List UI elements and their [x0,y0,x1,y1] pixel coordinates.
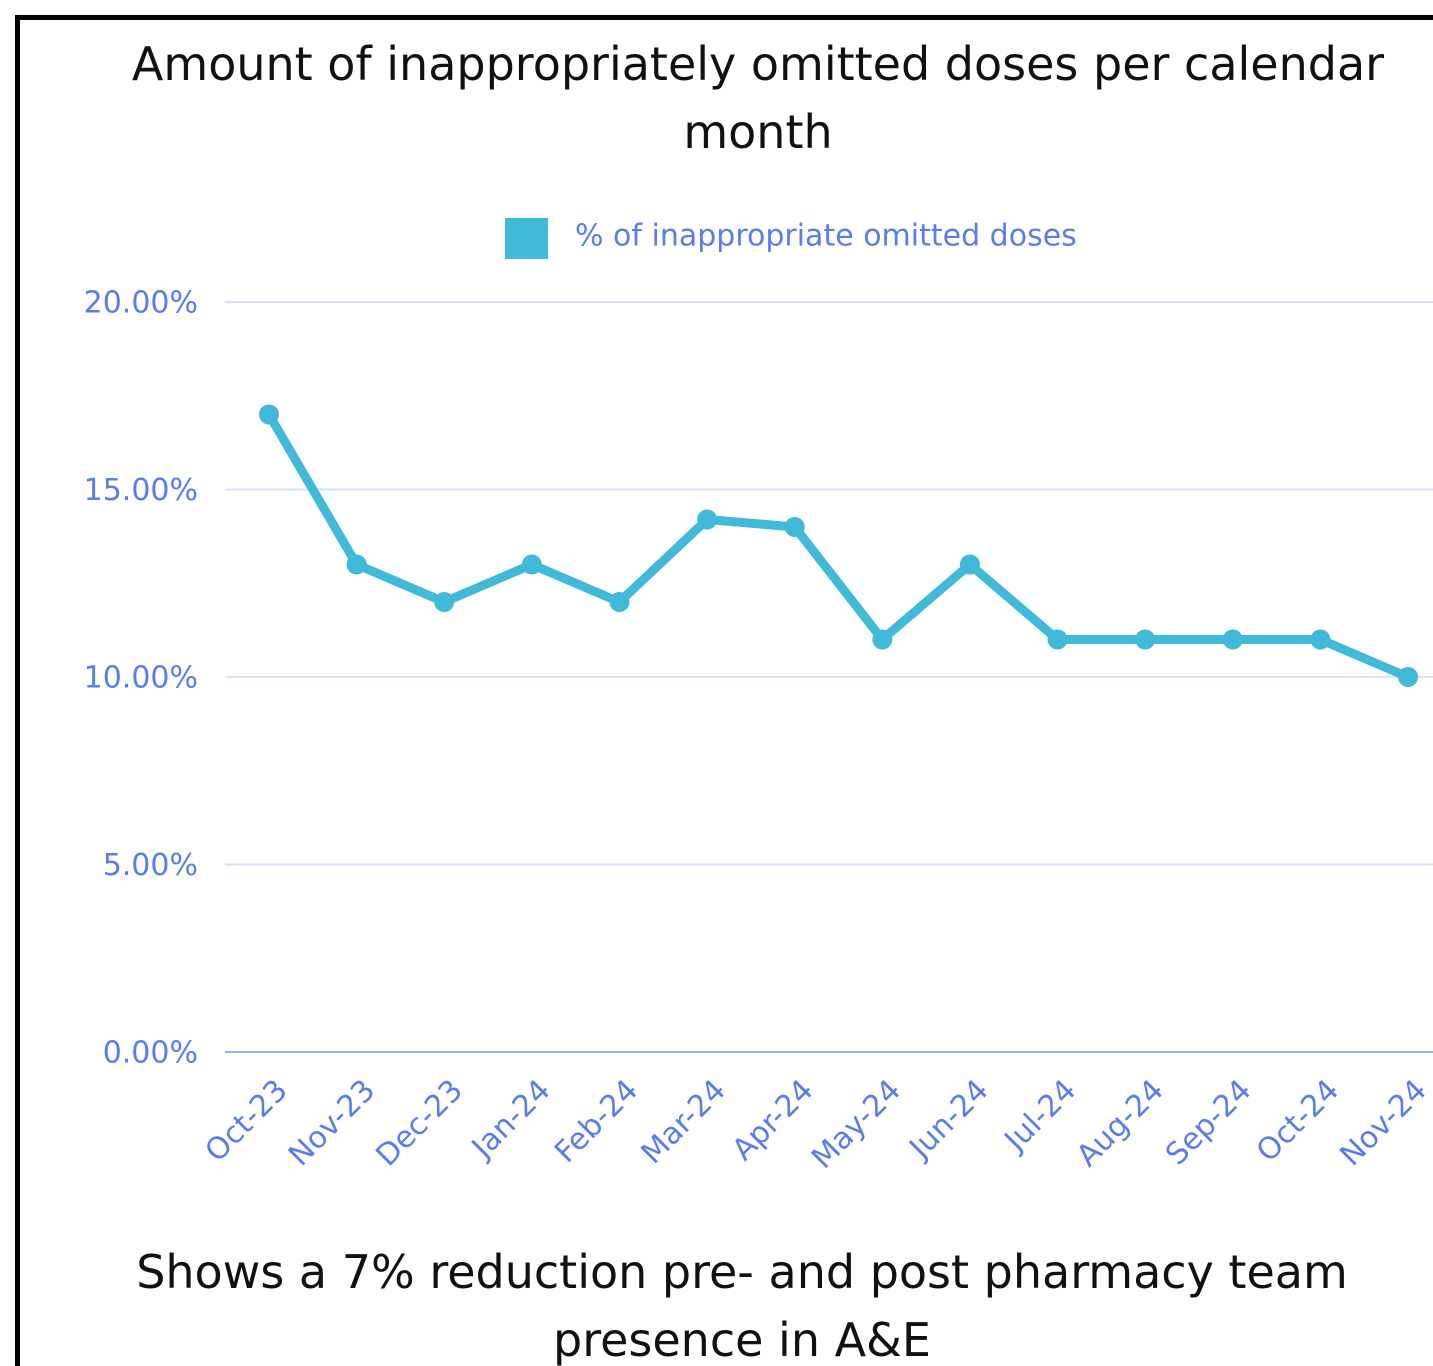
point [259,404,279,425]
x-tick-label: Dec-23 [369,1073,469,1173]
point [697,509,718,530]
point [1047,629,1068,650]
x-tick-label: Nov-24 [1333,1073,1433,1173]
x-tick-label: Jun-24 [902,1073,996,1167]
point [609,592,630,612]
x-tick-label: Sep-24 [1159,1073,1258,1172]
x-tick-label: Mar-24 [635,1073,733,1171]
point [1222,629,1243,650]
y-tick-label: 15.00% [84,473,198,508]
y-tick-label: 20.00% [84,286,198,321]
x-tick-label: Nov-23 [282,1073,382,1173]
point [521,554,542,575]
point [959,554,980,575]
x-tick-label: Feb-24 [548,1073,645,1170]
point [1135,629,1156,650]
line [265,412,1410,682]
point [434,592,455,612]
point [346,554,367,575]
y-tick-label: 5.00% [103,848,198,883]
point [872,629,893,650]
y-tick-label: 10.00% [84,661,198,696]
point [784,517,805,537]
caption: Shows a 7% reduction pre- and post pharm… [136,1245,1348,1366]
frame [15,15,1433,1366]
x-tick-label: Oct-23 [199,1073,295,1169]
legend-swatch [505,218,548,259]
x-tick-label: Oct-24 [1250,1073,1346,1169]
chart-title: Amount of inappropriately omitted doses … [131,37,1385,159]
x-tick-label: Jul-24 [997,1073,1083,1159]
x-tick-label: Jan-24 [464,1073,558,1167]
point [1398,667,1418,687]
legend-label: % of inappropriate omitted doses [575,219,1077,254]
x-tick-label: Aug-24 [1070,1073,1171,1174]
point [1310,629,1331,650]
y-tick-label: 0.00% [103,1036,198,1071]
x-tick-label: May-24 [805,1073,908,1176]
